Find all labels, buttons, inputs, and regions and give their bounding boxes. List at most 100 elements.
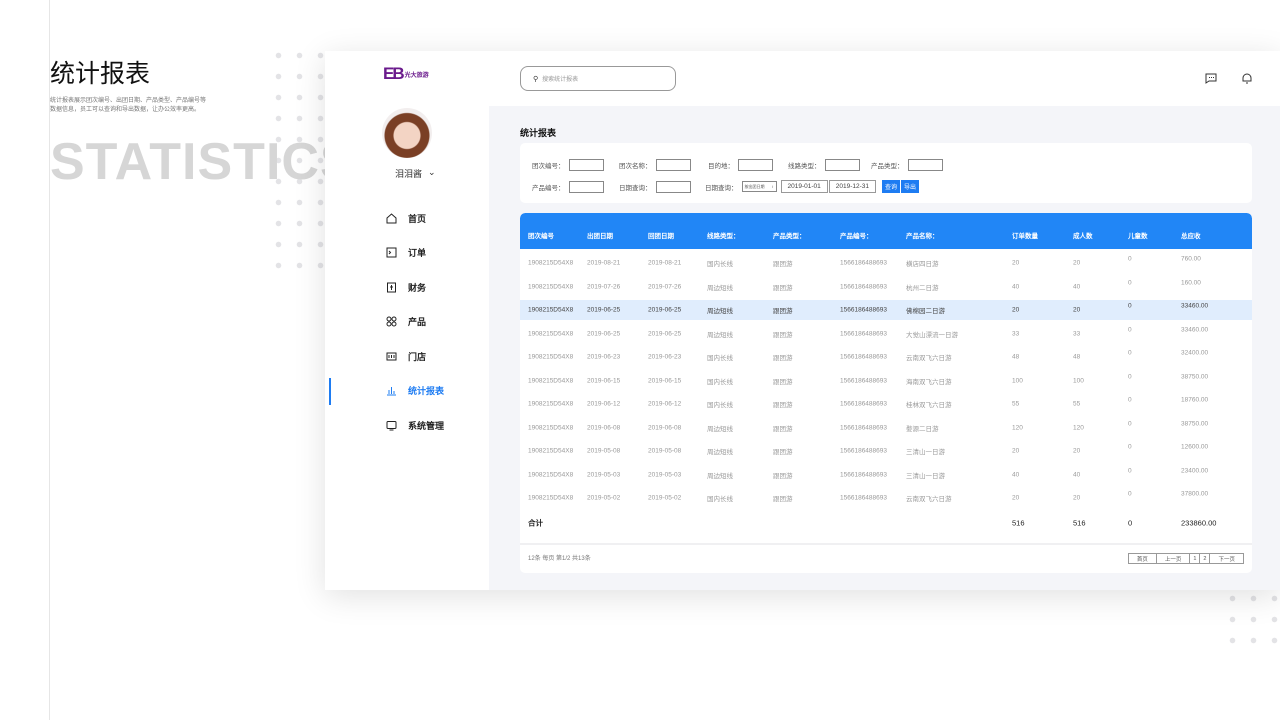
app-window: EB 光大旅游 泪泪酱 ⌄ 首页 订单 财务 产品 门店 统计报表 系统管理 ⚲ 搜索统计报表 统… xyxy=(325,51,1280,590)
table-cell: 160.00 xyxy=(1181,279,1201,286)
column-header[interactable]: 儿童数 xyxy=(1128,233,1148,240)
table-cell: 周边短线 xyxy=(707,425,733,433)
decorative-dots xyxy=(1222,588,1280,651)
sidebar-item-0[interactable]: 首页 xyxy=(325,201,489,236)
table-row[interactable]: 1908215D54X8 2019-07-26 2019-07-26 周边短线 跟团游 1… xyxy=(520,277,1252,297)
group-name-input[interactable] xyxy=(655,159,691,171)
table-row[interactable]: 1908215D54X8 2019-06-08 2019-06-08 周边短线 跟团游 1… xyxy=(520,418,1252,438)
start-date-input[interactable]: 2019-01-01 xyxy=(780,180,828,193)
search-icon: ⚲ xyxy=(533,75,539,83)
table-cell: 0 xyxy=(1128,490,1132,498)
table-cell: 云南双飞六日游 xyxy=(906,355,952,362)
query-button[interactable]: 查询 xyxy=(882,180,901,193)
table-cell: 跟团游 xyxy=(773,496,793,503)
table-cell: 20 xyxy=(1012,494,1020,502)
table-cell: 33460.00 xyxy=(1181,302,1209,310)
date-query-input[interactable] xyxy=(655,181,691,193)
pager-button[interactable]: 上一页 xyxy=(1156,553,1191,564)
table-cell: 2019-05-08 xyxy=(648,447,682,455)
table-row[interactable]: 1908215D54X8 2019-05-03 2019-05-03 周边短线 跟团游 1… xyxy=(520,465,1252,485)
avatar[interactable] xyxy=(382,108,432,158)
table-cell: 1908215D54X8 xyxy=(528,306,574,314)
group-no-input[interactable] xyxy=(568,159,604,171)
table-cell: 32400.00 xyxy=(1181,349,1209,357)
bell-icon[interactable] xyxy=(1241,72,1253,84)
total-orders: 516 xyxy=(1012,518,1025,528)
table-cell: 周边短线 xyxy=(707,284,733,292)
route-type-input[interactable] xyxy=(824,159,860,171)
message-icon[interactable] xyxy=(1205,72,1217,84)
export-button[interactable]: 导出 xyxy=(901,180,920,193)
column-header[interactable]: 出团日期 xyxy=(587,233,613,240)
statistics-table: 团次编号 出团日期 回团日期 线路类型： 产品类型： 产品编号： 产品名称： 订单数量 成人数 儿… xyxy=(520,213,1252,573)
sidebar-item-2[interactable]: 财务 xyxy=(325,270,489,305)
table-cell: 2019-06-08 xyxy=(648,424,682,431)
table-cell: 2019-06-15 xyxy=(648,377,682,384)
decorative-dots xyxy=(268,45,331,276)
table-row[interactable]: 1908215D54X8 2019-06-12 2019-06-12 国内长线 跟团游 1… xyxy=(520,394,1252,414)
sidebar-item-label: 产品 xyxy=(408,317,427,328)
pager-button[interactable]: 1 xyxy=(1190,553,1201,564)
column-header[interactable]: 订单数量 xyxy=(1012,233,1038,240)
sidebar-item-6[interactable]: 系统管理 xyxy=(325,408,489,443)
search-input[interactable]: ⚲ 搜索统计报表 xyxy=(520,66,676,91)
table-cell: 55 xyxy=(1012,400,1020,408)
column-header[interactable]: 产品类型： xyxy=(773,233,806,240)
total-row: 合计 516 516 0 233860.00 xyxy=(520,513,1252,533)
intro-big-word: STATISTICS xyxy=(50,133,356,191)
table-cell: 国内长线 xyxy=(707,496,733,503)
table-row[interactable]: 1908215D54X8 2019-08-21 2019-08-21 国内长线 跟团游 1… xyxy=(520,253,1252,273)
sidebar-item-1[interactable]: 订单 xyxy=(325,236,489,271)
sidebar-nav: 首页 订单 财务产品门店 统计报表系统管理 xyxy=(325,201,489,443)
column-header[interactable]: 总应收 xyxy=(1181,233,1201,240)
table-cell: 20 xyxy=(1073,259,1081,267)
table-cell: 跟团游 xyxy=(773,331,793,339)
table-cell: 33 xyxy=(1073,330,1081,337)
table-cell: 国内长线 xyxy=(707,378,733,386)
user-menu[interactable]: 泪泪酱 ⌄ xyxy=(395,167,436,180)
table-cell: 1566186488693 xyxy=(840,400,887,408)
table-cell: 跟团游 xyxy=(773,308,793,315)
column-header[interactable]: 回团日期 xyxy=(648,233,674,240)
total-revenue: 233860.00 xyxy=(1181,518,1217,528)
table-cell: 33460.00 xyxy=(1181,326,1209,333)
table-cell: 跟团游 xyxy=(773,261,793,268)
table-cell: 2019-06-08 xyxy=(587,424,621,431)
end-date-input[interactable]: 2019-12-31 xyxy=(828,180,876,193)
table-cell: 三清山一日游 xyxy=(906,472,945,480)
table-row[interactable]: 1908215D54X8 2019-06-23 2019-06-23 国内长线 跟团游 1… xyxy=(520,347,1252,367)
table-row[interactable]: 1908215D54X8 2019-05-02 2019-05-02 国内长线 跟团游 1… xyxy=(520,488,1252,508)
table-cell: 1566186488693 xyxy=(840,353,887,361)
sidebar: EB 光大旅游 泪泪酱 ⌄ 首页 订单 财务 产品 门店 统计报表 系统管理 xyxy=(325,51,489,590)
column-header[interactable]: 成人数 xyxy=(1073,233,1093,240)
table-row[interactable]: 1908215D54X8 2019-06-15 2019-06-15 国内长线 跟团游 1… xyxy=(520,371,1252,391)
column-header[interactable]: 产品名称： xyxy=(906,233,939,240)
table-cell: 38750.00 xyxy=(1181,420,1209,427)
column-header[interactable]: 线路类型： xyxy=(707,233,740,240)
table-cell: 国内长线 xyxy=(707,261,733,268)
product-no-input[interactable] xyxy=(568,181,604,193)
sidebar-item-4[interactable]: 门店 xyxy=(325,339,489,374)
table-row[interactable]: 1908215D54X8 2019-06-25 2019-06-25 周边短线 跟团游 1… xyxy=(520,324,1252,344)
table-row[interactable]: 1908215D54X8 2019-06-25 2019-06-25 周边短线 跟团游 1… xyxy=(520,300,1252,320)
table-cell: 0 xyxy=(1128,349,1132,357)
product-type-input[interactable] xyxy=(907,159,943,171)
pager-button[interactable]: 下一页 xyxy=(1210,553,1244,564)
column-header[interactable]: 产品编号： xyxy=(840,233,873,240)
pager-button[interactable]: 首页 xyxy=(1127,553,1157,564)
table-cell: 桂林双飞六日游 xyxy=(906,402,952,409)
column-header[interactable]: 团次编号 xyxy=(528,233,554,240)
table-cell: 佛棉园二日游 xyxy=(906,308,945,315)
date-type-select[interactable]: 按出团日期 ↕ xyxy=(741,181,777,192)
destination-input[interactable] xyxy=(738,159,773,171)
table-cell: 大觉山漂流一日游 xyxy=(906,331,958,339)
table-cell: 100 xyxy=(1012,377,1023,384)
sidebar-item-3[interactable]: 产品 xyxy=(325,305,489,340)
table-row[interactable]: 1908215D54X8 2019-05-08 2019-05-08 周边短线 跟团游 1… xyxy=(520,441,1252,461)
pager-button[interactable]: 2 xyxy=(1200,553,1211,564)
table-cell: 100 xyxy=(1073,377,1084,384)
total-adults: 516 xyxy=(1073,518,1086,528)
store-icon xyxy=(386,352,397,361)
sidebar-item-label: 系统管理 xyxy=(408,420,445,431)
sidebar-item-5[interactable]: 统计报表 xyxy=(325,374,489,409)
